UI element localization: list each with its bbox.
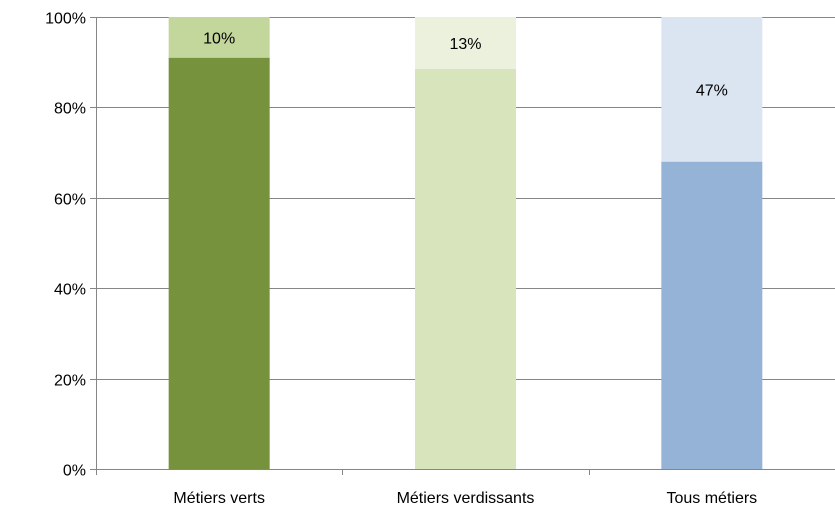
data-label: 10% <box>203 30 235 47</box>
y-tick-label: 100% <box>45 11 86 28</box>
y-tick-label: 0% <box>63 463 86 480</box>
axes <box>90 17 835 475</box>
data-label: 47% <box>696 82 728 99</box>
bar-segment-lower <box>415 68 516 469</box>
y-tick-label: 80% <box>54 101 86 118</box>
x-category-label: Tous métiers <box>666 490 757 507</box>
bar-segment-upper <box>168 17 270 58</box>
data-label: 13% <box>449 36 481 53</box>
x-category-label: Métiers verts <box>173 490 265 507</box>
bar-segment-upper <box>661 17 763 162</box>
y-tick-label: 60% <box>54 192 86 209</box>
y-tick-label: 20% <box>54 373 86 390</box>
bar-segment-lower <box>168 57 270 470</box>
x-category-label: Métiers verdissants <box>397 490 535 507</box>
bar-segment-lower <box>661 161 763 469</box>
labels: 0% 20% 40% 60% 80% 100% 10% Métiers verts 13% Mét… <box>45 11 757 508</box>
y-tick-label: 40% <box>54 282 86 299</box>
bars <box>168 17 763 470</box>
bar-segment-upper <box>415 17 516 69</box>
